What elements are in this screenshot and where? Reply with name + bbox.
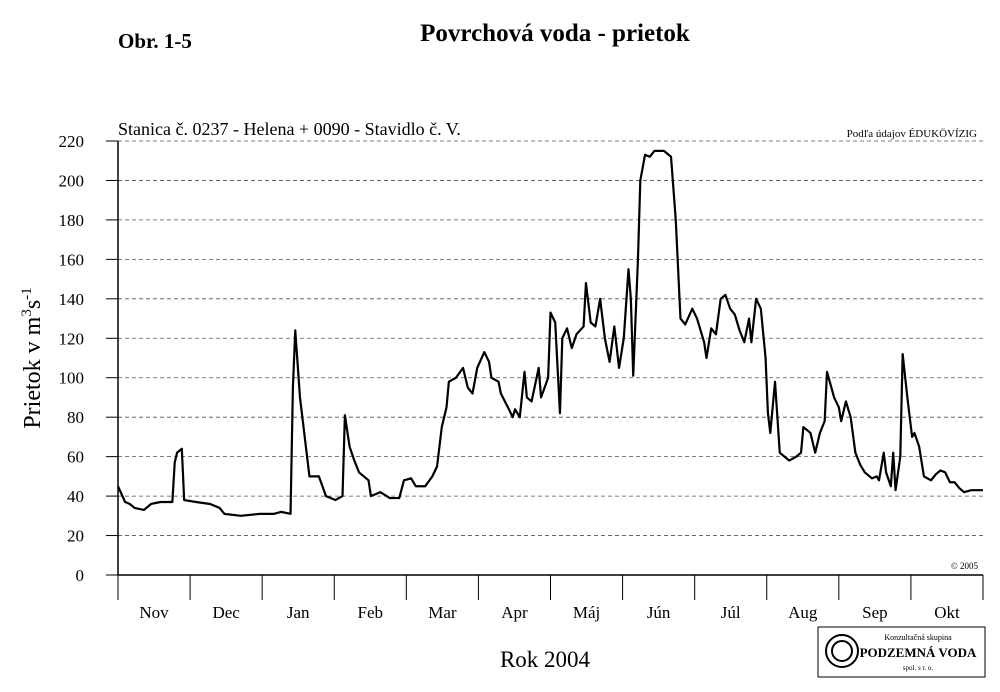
x-tick-label: Nov <box>139 603 169 622</box>
y-tick-label: 180 <box>59 211 85 230</box>
logo-text: spol. s r. o. <box>903 664 934 672</box>
y-tick-label: 200 <box>59 171 85 190</box>
x-tick-label: Mar <box>428 603 457 622</box>
x-tick-label: Apr <box>501 603 528 622</box>
x-tick-label: Okt <box>934 603 960 622</box>
x-tick-label: Máj <box>573 603 600 622</box>
x-tick-label: Jún <box>647 603 671 622</box>
logo-text: PODZEMNÁ VODA <box>860 645 977 660</box>
y-label-text: s <box>20 300 46 309</box>
data-line <box>116 149 983 517</box>
y-tick-label: 40 <box>67 487 84 506</box>
y-tick-label: 20 <box>67 527 84 546</box>
x-tick-label: Jan <box>287 603 310 622</box>
logo-icon <box>831 640 853 662</box>
logo-text: Konzultačná skupina <box>884 633 952 642</box>
y-tick-label: 60 <box>67 448 84 467</box>
chart-title: Povrchová voda - prietok <box>420 20 690 47</box>
x-tick-label: Júl <box>721 603 741 622</box>
figure-label: Obr. 1-5 <box>118 29 192 53</box>
copyright: © 2005 <box>951 561 979 571</box>
logo-box <box>817 626 986 678</box>
y-tick-label: 80 <box>67 408 84 427</box>
y-label-text: Prietok v m <box>20 316 46 428</box>
source: Podľa údajov ÉDUKÖVÍZIG <box>847 128 977 140</box>
y-label-sup: 3 <box>19 309 35 317</box>
x-tick-label: Aug <box>788 603 818 622</box>
x-axis-label: Rok 2004 <box>500 647 591 672</box>
x-tick-label: Sep <box>862 603 888 622</box>
y-axis-label: Prietok v m3s-1 <box>19 287 46 428</box>
subtitle: Stanica č. 0237 - Helena + 0090 - Stavid… <box>118 119 461 139</box>
y-tick-label: 160 <box>59 250 85 269</box>
y-tick-label: 220 <box>59 132 85 151</box>
logo: Konzultačná skupina PODZEMNÁ VODA spol. … <box>817 626 986 678</box>
y-tick-label: 0 <box>76 566 85 585</box>
y-tick-label: 100 <box>59 369 85 388</box>
x-tick-label: Feb <box>358 603 384 622</box>
x-tick-label: Dec <box>212 603 240 622</box>
logo-icon <box>825 634 859 668</box>
y-label-sup: -1 <box>19 287 35 300</box>
y-tick-label: 120 <box>59 329 85 348</box>
y-tick-label: 140 <box>59 290 85 309</box>
